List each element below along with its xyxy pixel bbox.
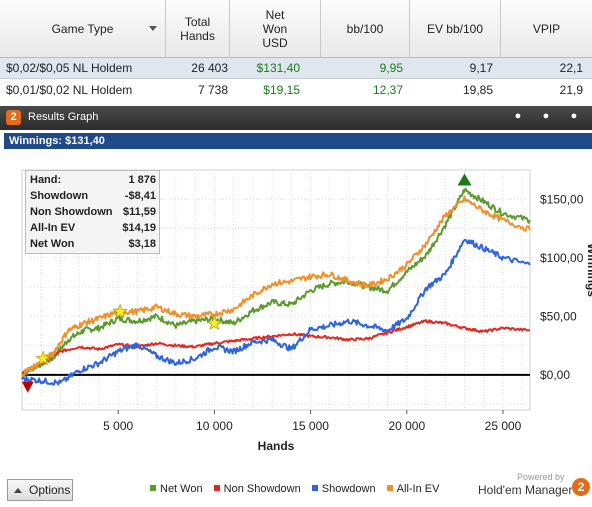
stat-row: Showdown -$8,41	[30, 190, 156, 202]
cell-vpip: 21,9	[559, 83, 583, 97]
winnings-bar: Winnings: $131,40	[4, 133, 592, 149]
hand-stats-box: Hand: 1 876 Showdown -$8,41 Non Showdown $1…	[25, 170, 160, 254]
column-header-game-type[interactable]: Game Type	[0, 0, 166, 58]
legend-item[interactable]: All-In EV	[386, 483, 439, 495]
x-tick-label: 20 000	[388, 419, 425, 433]
cell-total-hands: 7 738	[197, 83, 228, 97]
stat-row: All-In EV $14,19	[30, 222, 156, 234]
column-header-total-hands[interactable]: Total Hands	[166, 0, 230, 58]
stats-table: Game Type Total Hands Net Won USD bb/100…	[0, 0, 592, 101]
x-tick-label: 10 000	[196, 419, 233, 433]
y-tick-label: $100,00	[540, 251, 584, 265]
panel-menu-dot-icon[interactable]: ●	[542, 110, 550, 122]
table-row[interactable]: $0,01/$0,02 NL Holdem 7 738 $19,15 12,37…	[0, 80, 592, 101]
cell-game-type: $0,02/$0,05 NL Holdem	[6, 61, 133, 75]
legend-item[interactable]: Net Won	[150, 483, 203, 495]
column-header-bb100[interactable]: bb/100	[321, 0, 410, 58]
cell-game-type: $0,01/$0,02 NL Holdem	[6, 83, 133, 97]
cell-bb100: 12,37	[372, 83, 403, 97]
panel-menu-dot-icon[interactable]: ●	[514, 110, 522, 122]
min-marker	[21, 381, 34, 393]
chevron-up-icon	[14, 488, 22, 493]
cell-ev-bb100: 9,17	[469, 61, 493, 75]
star-marker	[112, 303, 128, 319]
stat-row: Net Won $3,18	[30, 238, 156, 250]
cell-total-hands: 26 403	[191, 61, 228, 75]
cell-vpip: 22,1	[559, 61, 583, 75]
max-marker	[457, 173, 472, 186]
results-graph-header: 2 Results Graph ● ● ●	[0, 106, 592, 130]
y-tick-label: $0,00	[540, 368, 570, 382]
cell-bb100: 9,95	[379, 61, 403, 75]
star-marker	[206, 315, 223, 330]
powered-by-label: Powered by	[517, 472, 565, 482]
sort-dropdown-icon[interactable]	[149, 26, 157, 31]
graph-footer: Options Net Won Non Showdown Showdown Al…	[0, 470, 592, 507]
x-tick-label: 25 000	[485, 419, 522, 433]
legend-item[interactable]: Non Showdown	[213, 483, 301, 495]
table-header: Game Type Total Hands Net Won USD bb/100…	[0, 0, 592, 58]
cell-net-won: $131,40	[256, 61, 300, 75]
series-line-non-showdown	[21, 319, 531, 375]
series-line-net-won	[21, 187, 531, 378]
column-header-vpip[interactable]: VPIP	[532, 22, 561, 36]
y-tick-label: $50,00	[540, 309, 577, 323]
series-line-all-in-ev	[21, 195, 531, 378]
column-header-ev-bb100[interactable]: EV bb/100	[410, 0, 501, 58]
y-axis-label: Winnings	[585, 243, 592, 297]
hm2-logo-icon: 2	[6, 110, 21, 125]
legend-item[interactable]: Showdown	[311, 483, 376, 495]
x-tick-label: 15 000	[292, 419, 329, 433]
stat-row: Non Showdown $11,59	[30, 206, 156, 218]
column-header-net-won[interactable]: Net Won USD	[230, 0, 321, 58]
table-row[interactable]: $0,02/$0,05 NL Holdem 26 403 $131,40 9,9…	[0, 58, 592, 79]
cell-ev-bb100: 19,85	[462, 83, 493, 97]
x-tick-label: 5 000	[103, 419, 133, 433]
x-axis-label: Hands	[258, 439, 295, 453]
chart-legend: Net Won Non Showdown Showdown All-In EV	[150, 483, 447, 495]
hm2-brand-logo-icon: 2	[572, 478, 590, 496]
panel-title: Results Graph	[28, 111, 99, 123]
cell-net-won: $19,15	[263, 83, 300, 97]
y-tick-label: $150,00	[540, 192, 584, 206]
options-button[interactable]: Options	[7, 479, 73, 501]
panel-menu-dot-icon[interactable]: ●	[570, 110, 578, 122]
star-marker	[35, 350, 51, 366]
stat-row: Hand: 1 876	[30, 174, 156, 186]
series-line-showdown	[21, 238, 531, 386]
brand-name: Hold'em Manager	[478, 483, 573, 497]
